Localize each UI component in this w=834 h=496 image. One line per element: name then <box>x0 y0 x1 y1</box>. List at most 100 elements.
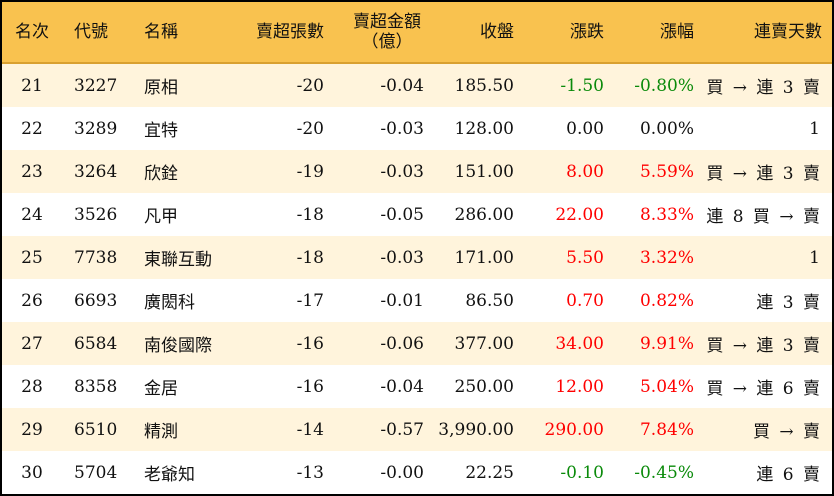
cell-code: 7738 <box>74 247 118 268</box>
table-row: 26 6693 廣閎科 -17 -0.01 86.50 0.70 0.82% 連 3 賣 <box>2 279 832 322</box>
cell-pct: 0.00% <box>639 118 694 139</box>
cell-name: 欣銓 <box>144 164 178 184</box>
cell-name: 凡甲 <box>144 207 178 227</box>
cell-days: 連 8 買 → 賣 <box>706 207 822 227</box>
cell-code: 8358 <box>74 376 118 397</box>
cell-shares: -20 <box>296 118 324 139</box>
cell-code: 5704 <box>74 462 118 483</box>
cell-rank: 30 <box>21 462 43 483</box>
cell-amount: -0.06 <box>380 333 424 354</box>
cell-close: 250.00 <box>454 376 514 397</box>
cell-name: 精測 <box>144 422 178 442</box>
table-row: 23 3264 欣銓 -19 -0.03 151.00 8.00 5.59% 買 → 連 3 賣 <box>2 150 832 193</box>
cell-amount: -0.03 <box>380 161 424 182</box>
cell-close: 171.00 <box>454 247 514 268</box>
cell-amount: -0.05 <box>380 204 424 225</box>
cell-change: 290.00 <box>544 419 604 440</box>
table-body: 21 3227 原相 -20 -0.04 185.50 -1.50 -0.80% 買 → 連 3… <box>2 64 832 494</box>
cell-shares: -17 <box>296 290 324 311</box>
cell-shares: -16 <box>296 333 324 354</box>
cell-close: 151.00 <box>454 161 514 182</box>
table-row: 27 6584 南俊國際 -16 -0.06 377.00 34.00 9.91% 買 → 連 … <box>2 322 832 365</box>
cell-days: 1 <box>809 118 822 139</box>
cell-days: 買 → 連 3 賣 <box>706 78 822 98</box>
cell-days: 連 6 賣 <box>756 465 822 485</box>
cell-rank: 28 <box>21 376 43 397</box>
cell-name: 廣閎科 <box>144 293 195 313</box>
cell-amount: -0.03 <box>380 118 424 139</box>
cell-pct: 0.82% <box>639 290 694 311</box>
cell-change: 5.50 <box>566 247 604 268</box>
header-pct: 漲幅 <box>660 22 694 42</box>
cell-days: 買 → 連 3 賣 <box>706 164 822 184</box>
cell-days: 買 → 連 3 賣 <box>706 336 822 356</box>
cell-name: 原相 <box>144 78 178 98</box>
table-row: 28 8358 金居 -16 -0.04 250.00 12.00 5.04% 買 → 連 6 … <box>2 365 832 408</box>
cell-rank: 29 <box>21 419 43 440</box>
cell-code: 3289 <box>74 118 118 139</box>
cell-pct: 9.91% <box>639 333 694 354</box>
cell-shares: -19 <box>296 161 324 182</box>
header-change: 漲跌 <box>570 22 604 42</box>
cell-shares: -18 <box>296 204 324 225</box>
cell-close: 3,990.00 <box>438 419 514 440</box>
header-rank: 名次 <box>15 22 49 42</box>
cell-code: 6693 <box>74 290 118 311</box>
table-row: 21 3227 原相 -20 -0.04 185.50 -1.50 -0.80% 買 → 連 3… <box>2 64 832 107</box>
cell-rank: 23 <box>21 161 43 182</box>
table-row: 22 3289 宜特 -20 -0.03 128.00 0.00 0.00% 1 <box>2 107 832 150</box>
header-code: 代號 <box>74 22 108 42</box>
cell-days: 買 → 賣 <box>752 422 822 442</box>
table-row: 25 7738 東聯互動 -18 -0.03 171.00 5.50 3.32% 1 <box>2 236 832 279</box>
cell-shares: -16 <box>296 376 324 397</box>
cell-pct: 7.84% <box>639 419 694 440</box>
cell-days: 1 <box>809 247 822 268</box>
cell-days: 買 → 連 6 賣 <box>706 379 822 399</box>
cell-pct: -0.80% <box>634 75 694 96</box>
cell-amount: -0.01 <box>380 290 424 311</box>
cell-change: 8.00 <box>566 161 604 182</box>
cell-close: 128.00 <box>454 118 514 139</box>
cell-close: 22.25 <box>465 462 514 483</box>
cell-name: 宜特 <box>144 121 178 141</box>
cell-code: 3264 <box>74 161 118 182</box>
cell-rank: 22 <box>21 118 43 139</box>
cell-amount: -0.04 <box>380 75 424 96</box>
cell-shares: -14 <box>296 419 324 440</box>
cell-change: -1.50 <box>560 75 604 96</box>
cell-close: 286.00 <box>454 204 514 225</box>
table-row: 29 6510 精測 -14 -0.57 3,990.00 290.00 7.84% 買 → 賣 <box>2 408 832 451</box>
cell-name: 東聯互動 <box>144 250 212 270</box>
cell-shares: -13 <box>296 462 324 483</box>
cell-shares: -20 <box>296 75 324 96</box>
header-days: 連賣天數 <box>754 22 822 42</box>
cell-rank: 26 <box>21 290 43 311</box>
cell-amount: -0.57 <box>380 419 424 440</box>
cell-amount: -0.03 <box>380 247 424 268</box>
cell-rank: 25 <box>21 247 43 268</box>
cell-close: 185.50 <box>454 75 514 96</box>
cell-code: 6510 <box>74 419 118 440</box>
table-row: 24 3526 凡甲 -18 -0.05 286.00 22.00 8.33% 連 8 買 → … <box>2 193 832 236</box>
header-amount: 賣超金額 （億） <box>353 12 421 52</box>
cell-rank: 24 <box>21 204 43 225</box>
header-shares: 賣超張數 <box>256 22 324 42</box>
cell-rank: 21 <box>21 75 43 96</box>
cell-pct: 8.33% <box>639 204 694 225</box>
cell-change: -0.10 <box>560 462 604 483</box>
cell-change: 22.00 <box>555 204 604 225</box>
cell-change: 0.70 <box>566 290 604 311</box>
cell-close: 377.00 <box>454 333 514 354</box>
cell-pct: 5.04% <box>639 376 694 397</box>
cell-rank: 27 <box>21 333 43 354</box>
cell-code: 6584 <box>74 333 118 354</box>
cell-pct: 5.59% <box>639 161 694 182</box>
cell-pct: -0.45% <box>634 462 694 483</box>
cell-pct: 3.32% <box>639 247 694 268</box>
cell-name: 南俊國際 <box>144 336 212 356</box>
cell-code: 3227 <box>74 75 118 96</box>
header-name: 名稱 <box>144 22 178 42</box>
cell-days: 連 3 賣 <box>756 293 822 313</box>
cell-amount: -0.04 <box>380 376 424 397</box>
